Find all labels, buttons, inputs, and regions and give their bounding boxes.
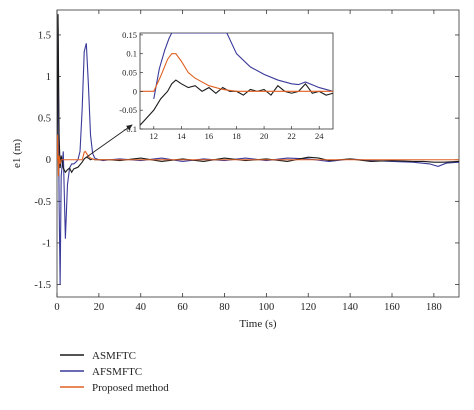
y-tick-label: -1 <box>42 238 51 249</box>
y-tick-label: 1.5 <box>38 30 51 41</box>
x-tick-label: 80 <box>219 302 230 313</box>
x-tick-label: 60 <box>177 302 188 313</box>
inset-x-tick-label: 16 <box>205 131 214 141</box>
inset-y-tick-label: -0.1 <box>124 124 137 134</box>
y-tick-label: 0.5 <box>38 114 51 125</box>
y-axis-label: e1 (m) <box>11 139 23 168</box>
y-tick-label: -0.5 <box>34 197 51 208</box>
inset-x-tick-label: 22 <box>287 131 296 141</box>
series-line-proposed-method <box>57 135 459 177</box>
x-tick-label: 140 <box>342 302 358 313</box>
legend-label: ASMFTC <box>92 350 136 362</box>
inset-y-tick-label: -0.05 <box>119 105 137 115</box>
inset-y-tick-label: 0.1 <box>126 49 137 59</box>
legend-label: Proposed method <box>92 382 169 394</box>
legend-label: AFSMFTC <box>92 366 142 378</box>
legend: ASMFTC AFSMFTC Proposed method <box>60 350 169 394</box>
inset-x-tick-label: 14 <box>177 131 186 141</box>
x-tick-label: 160 <box>384 302 400 313</box>
x-tick-label: 20 <box>94 302 105 313</box>
x-tick-label: 120 <box>300 302 316 313</box>
inset-x-tick-label: 24 <box>315 131 324 141</box>
inset-y-tick-label: 0.05 <box>122 68 137 78</box>
x-tick-label: 180 <box>426 302 442 313</box>
inset-frame <box>140 33 333 129</box>
inset-x-tick-label: 12 <box>150 131 159 141</box>
inset-y-tick-label: 0 <box>133 86 137 96</box>
x-axis-label: Time (s) <box>239 318 277 330</box>
inset-y-tick-label: 0.15 <box>122 30 137 40</box>
y-tick-label: 0 <box>46 155 51 166</box>
inset-plot: 12 14 16 18 20 22 24 -0.1 -0.05 0 0.05 0.1 0.15 <box>86 30 333 157</box>
y-tick-label: 1 <box>46 72 51 83</box>
inset-x-tick-label: 20 <box>260 131 269 141</box>
x-tick-label: 100 <box>259 302 275 313</box>
x-tick-label: 40 <box>136 302 147 313</box>
y-tick-label: -1.5 <box>34 280 51 291</box>
inset-x-tick-label: 18 <box>232 131 241 141</box>
x-tick-label: 0 <box>54 302 59 313</box>
